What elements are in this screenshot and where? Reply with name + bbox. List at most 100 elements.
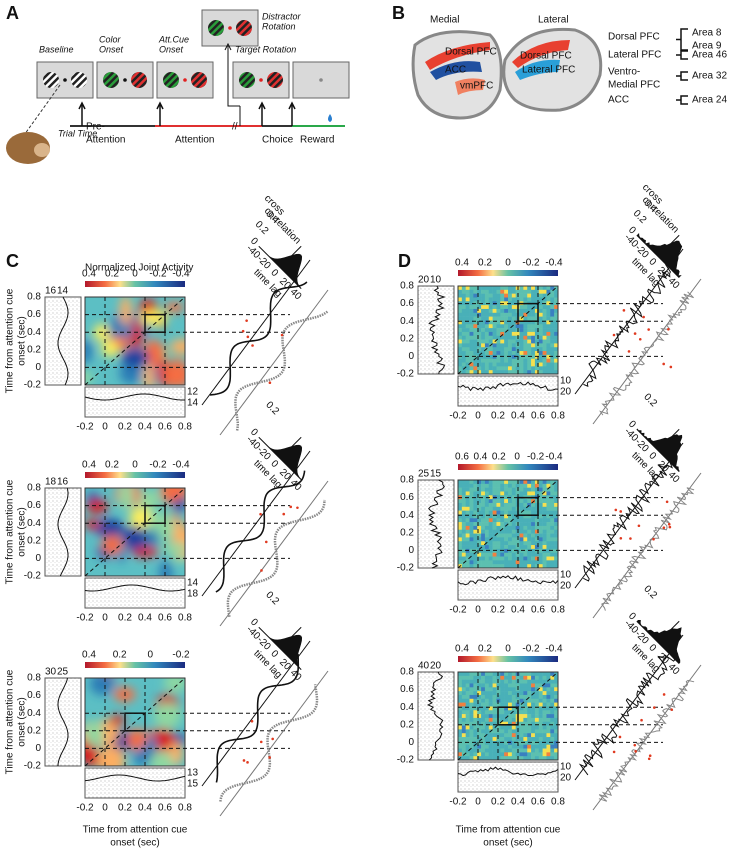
pixel — [481, 514, 486, 519]
pixel — [511, 366, 516, 371]
raster — [457, 761, 559, 793]
stimulus — [208, 20, 224, 36]
pixel — [458, 514, 463, 519]
count-label: 18 — [187, 589, 199, 600]
pixel — [511, 683, 516, 688]
pixel — [488, 491, 493, 496]
rate-trace — [457, 381, 559, 392]
pixel — [523, 752, 528, 757]
pixel — [484, 305, 490, 310]
pixel — [504, 733, 509, 738]
pixel — [527, 335, 532, 340]
pixel — [538, 710, 543, 715]
pixel — [534, 556, 540, 561]
pixel — [492, 560, 497, 565]
pixel — [481, 714, 486, 719]
pixel — [488, 495, 493, 500]
pixel — [527, 362, 532, 367]
pixel — [550, 522, 555, 527]
pixel — [519, 343, 524, 348]
pixel — [508, 328, 513, 333]
pixel — [488, 737, 493, 742]
pixel — [492, 518, 497, 523]
pixel — [504, 533, 509, 538]
pixel — [488, 748, 493, 753]
pixel — [538, 331, 543, 337]
pixel — [538, 694, 543, 700]
pixel — [477, 316, 482, 321]
pixel — [492, 529, 497, 534]
pixel — [461, 698, 466, 703]
pixel — [511, 502, 516, 508]
pixel — [508, 499, 513, 504]
pixel — [481, 289, 486, 294]
pixel — [469, 687, 474, 692]
pixel — [550, 537, 555, 542]
pixel — [484, 347, 490, 352]
pixel — [554, 518, 558, 523]
highlight — [633, 743, 637, 747]
pixel — [484, 698, 490, 703]
pixel — [461, 358, 466, 363]
pixel — [523, 351, 528, 356]
pixel — [458, 316, 463, 321]
pixel — [550, 740, 555, 745]
pixel — [546, 358, 551, 363]
pixel — [550, 698, 555, 703]
pixel — [508, 560, 513, 565]
pixel — [492, 312, 497, 317]
pixel — [538, 286, 543, 291]
pixel — [554, 320, 558, 325]
pixel — [527, 480, 532, 485]
pixel — [534, 293, 540, 298]
y-tick-label: 0 — [408, 545, 414, 556]
window — [517, 496, 539, 516]
pixel — [484, 552, 490, 557]
pixel — [458, 324, 463, 329]
pixel — [492, 710, 497, 715]
y-tick-label: 0.6 — [27, 500, 41, 511]
pixel — [461, 328, 466, 333]
pixel — [481, 560, 486, 565]
pixel — [488, 483, 493, 488]
pixel — [477, 328, 482, 333]
pixel — [481, 351, 486, 356]
pixel — [519, 331, 524, 337]
x-tick-label: 0 — [475, 797, 481, 808]
pixel — [550, 702, 555, 707]
highlight — [619, 510, 623, 513]
pixel — [542, 725, 547, 730]
pixel — [504, 339, 509, 344]
pixel — [461, 506, 466, 511]
pixel — [473, 297, 478, 302]
pixel — [484, 702, 490, 707]
pixel — [458, 672, 463, 677]
pixel — [554, 533, 558, 538]
pixel — [508, 518, 513, 523]
pixel — [492, 721, 497, 726]
pixel — [538, 733, 543, 738]
pixel — [508, 752, 513, 757]
pixel — [538, 495, 543, 500]
pixel — [477, 710, 482, 715]
pixel — [458, 748, 463, 753]
pixel — [484, 694, 490, 700]
pixel — [500, 335, 505, 340]
pixel — [527, 556, 532, 561]
pixel — [527, 714, 532, 719]
pixel — [511, 533, 516, 538]
pixel — [488, 541, 493, 546]
colorbar-tick: -0.2 — [527, 452, 545, 463]
x-tick-label: 0 — [475, 605, 481, 616]
pixel — [461, 518, 466, 523]
pixel — [546, 351, 551, 356]
pixel — [508, 748, 513, 753]
count-label: 10 — [560, 570, 572, 581]
pixel — [534, 289, 540, 294]
connector — [21, 84, 61, 139]
pixel — [519, 335, 524, 340]
pixel — [538, 687, 543, 692]
pixel — [500, 305, 505, 310]
pixel — [488, 316, 493, 321]
pixel — [534, 316, 540, 321]
